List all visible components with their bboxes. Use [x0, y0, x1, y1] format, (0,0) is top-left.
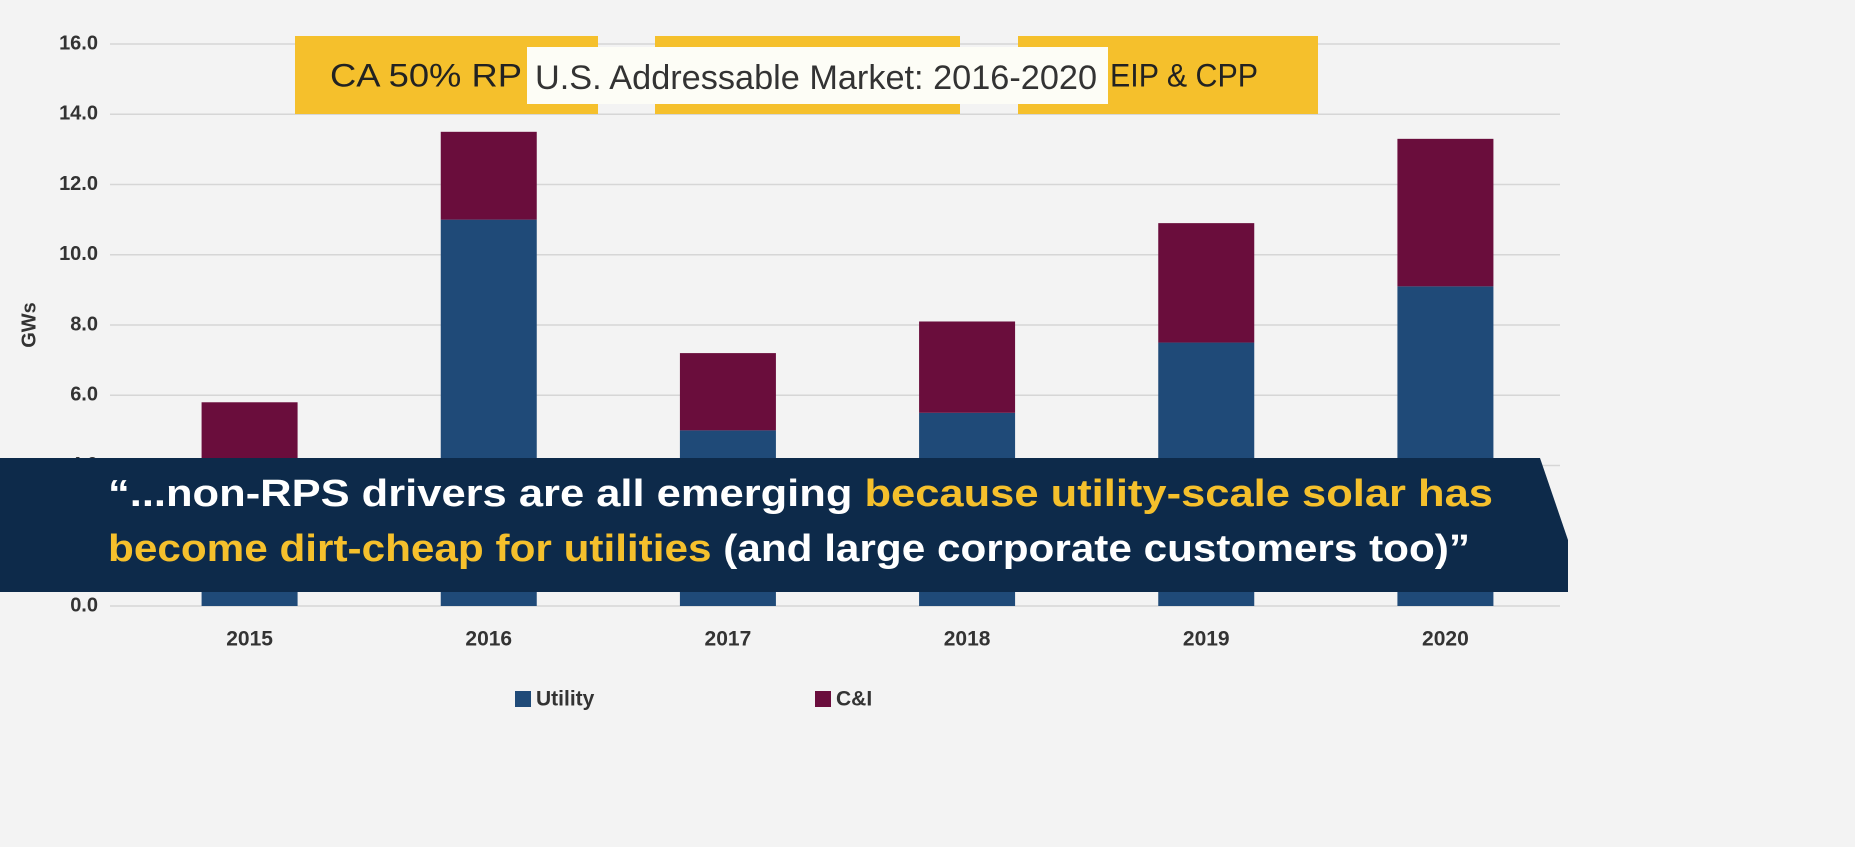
legend-swatch: [815, 691, 831, 707]
quote-segment: “...non-RPS drivers are all emerging: [108, 473, 864, 515]
x-tick-label: 2018: [944, 628, 991, 651]
legend-swatch: [515, 691, 531, 707]
x-tick-label: 2015: [226, 628, 273, 651]
y-tick-label: 0.0: [70, 594, 98, 616]
y-tick-label: 10.0: [59, 243, 98, 265]
legend-label: C&I: [836, 688, 872, 711]
x-tick-label: 2016: [465, 628, 512, 651]
x-tick-label: 2020: [1422, 628, 1469, 651]
banner-text: CA 50% RP: [330, 57, 522, 93]
bar-segment: [440, 131, 537, 220]
bar-segment: [919, 321, 1016, 413]
legend-label: Utility: [536, 688, 595, 711]
title-box: [527, 47, 1108, 104]
quote-line: become dirt-cheap for utilities (and lar…: [108, 528, 1470, 570]
quote-line: “...non-RPS drivers are all emerging bec…: [108, 473, 1493, 515]
bar-segment: [1397, 138, 1494, 287]
x-tick-label: 2019: [1183, 628, 1230, 651]
bar-segment: [1158, 223, 1255, 343]
y-tick-label: 14.0: [59, 103, 98, 125]
y-tick-label: 6.0: [70, 384, 98, 406]
banner-text: EIP & CPP: [1110, 57, 1258, 93]
y-tick-label: 16.0: [59, 32, 98, 54]
bar-segment: [679, 353, 776, 431]
y-axis-label: GWs: [18, 302, 40, 348]
y-tick-label: 12.0: [59, 173, 98, 195]
x-tick-label: 2017: [705, 628, 752, 651]
quote-banner: [0, 458, 1568, 592]
quote-segment: become dirt-cheap for utilities: [108, 528, 712, 570]
quote-segment: (and large corporate customers too)”: [712, 528, 1470, 570]
y-tick-label: 8.0: [70, 313, 98, 335]
chart-title: U.S. Addressable Market: 2016-2020: [535, 59, 1097, 97]
quote-segment: because utility-scale solar has: [864, 473, 1493, 515]
